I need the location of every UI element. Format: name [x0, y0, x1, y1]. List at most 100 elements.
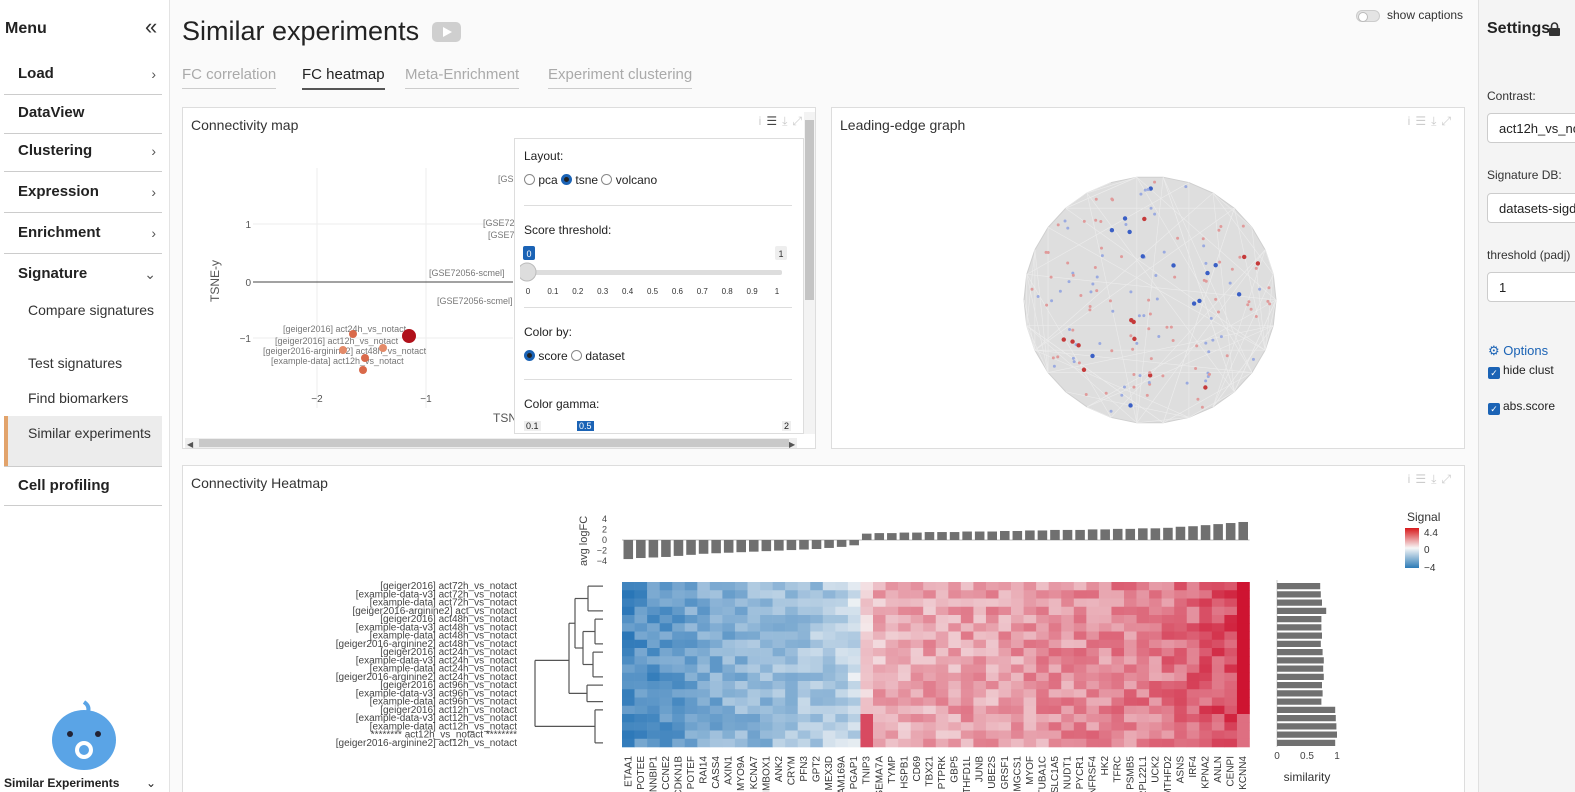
heatmap-cell — [634, 639, 648, 649]
logfc-bar — [1075, 529, 1085, 540]
heatmap-cell — [822, 615, 836, 624]
heatmap-cell — [960, 606, 974, 616]
network-node — [1236, 292, 1242, 297]
sidebar-item-expression[interactable]: Expression › — [4, 173, 162, 213]
lock-icon[interactable] — [1549, 22, 1560, 36]
heatmap-cell — [835, 631, 849, 641]
radio-volcano[interactable] — [601, 174, 613, 185]
menu-icon[interactable]: ☰ — [766, 114, 783, 128]
heatmap-cell — [860, 639, 874, 649]
heatmap-cell — [1048, 697, 1062, 707]
expand-icon[interactable]: ⤢ — [1441, 472, 1456, 486]
tab-experiment-clustering[interactable]: Experiment clustering — [548, 66, 693, 89]
heatmap-cell — [772, 664, 786, 674]
slider-tick: 1 — [775, 287, 780, 296]
similarity-bar — [1277, 673, 1324, 680]
heatmap-cell — [1098, 606, 1112, 616]
heatmap-cell — [885, 598, 899, 608]
chevron-right-icon: › — [151, 184, 156, 200]
heatmap-cell — [1136, 623, 1150, 632]
network-node — [1063, 219, 1067, 223]
network-node — [1124, 223, 1128, 227]
sigdb-select[interactable]: datasets-sigdb.h5 — [1487, 193, 1575, 223]
sidebar-subitem-compare-signatures[interactable]: Compare signatures — [28, 302, 155, 318]
info-icon[interactable]: i — [758, 114, 767, 128]
network-node — [1142, 314, 1146, 318]
heatmap-cell — [810, 623, 824, 632]
collapse-menu-icon[interactable]: « — [145, 14, 158, 39]
options-scrollbar[interactable] — [804, 112, 815, 434]
sidebar-subitem-similar-experiments[interactable]: Similar experiments — [4, 416, 162, 466]
sidebar-subitem-find-biomarkers[interactable]: Find biomarkers — [28, 390, 129, 406]
heatmap-cell — [797, 664, 811, 674]
tab-fc-heatmap[interactable]: FC heatmap — [302, 66, 385, 90]
tab-fc-correlation[interactable]: FC correlation — [182, 66, 277, 89]
sidebar-subitem-test-signatures[interactable]: Test signatures — [28, 355, 123, 371]
expand-icon[interactable]: ⤢ — [792, 114, 807, 128]
radio-dataset[interactable] — [571, 350, 583, 361]
options-toggle[interactable]: ⚙ Options — [1488, 343, 1548, 359]
radio-tsne[interactable] — [561, 174, 573, 185]
heatmap-cell — [772, 722, 786, 731]
info-icon[interactable]: i — [1407, 114, 1416, 128]
heatmap-cell — [647, 606, 660, 616]
radio-score[interactable] — [524, 350, 535, 361]
checkbox-label: hide clust — [1503, 363, 1554, 377]
heatmap-cell — [948, 639, 962, 649]
heatmap-cell — [1211, 631, 1225, 641]
column-label: UBE2S — [987, 756, 998, 789]
download-icon[interactable]: ⤓ — [1431, 114, 1442, 128]
heatmap-cell — [985, 582, 999, 591]
abs-score-checkbox[interactable]: ✓ abs.score — [1488, 399, 1555, 415]
heatmap-cell — [747, 639, 761, 649]
hide-cluster-checkbox[interactable]: ✓ hide clust — [1488, 363, 1554, 379]
heatmap-cell — [822, 623, 836, 632]
heatmap-cell — [634, 689, 648, 698]
sidebar-item-clustering[interactable]: Clustering › — [4, 132, 162, 172]
heatmap-cell — [1061, 623, 1075, 632]
sidebar-item-enrichment[interactable]: Enrichment › — [4, 214, 162, 254]
heatmap-cell — [659, 606, 673, 616]
expand-icon[interactable]: ⤢ — [1441, 114, 1456, 128]
point-label: [GSE72056-scmel] — [429, 268, 505, 278]
radio-pca[interactable] — [524, 174, 535, 185]
threshold-input[interactable]: 1 — [1487, 272, 1575, 302]
logfc-bar — [799, 540, 809, 550]
show-captions-toggle[interactable] — [1356, 10, 1380, 22]
download-icon[interactable]: ⤓ — [782, 114, 793, 128]
layout-label: Layout: — [524, 149, 564, 163]
heatmap-cell — [1086, 664, 1100, 674]
scatter-point — [349, 330, 357, 338]
play-video-button[interactable] — [432, 22, 461, 42]
info-icon[interactable]: i — [1407, 472, 1416, 486]
network-node — [1088, 304, 1092, 308]
heatmap-cell — [709, 697, 723, 707]
sidebar-item-cell-profiling[interactable]: Cell profiling — [4, 466, 162, 506]
tab-meta-enrichment[interactable]: Meta-Enrichment — [405, 66, 520, 89]
heatmap-cell — [1061, 705, 1075, 715]
heatmap-cell — [1211, 664, 1225, 674]
heatmap-cell — [847, 738, 861, 748]
network-node — [1196, 397, 1200, 401]
heatmap-cell — [1036, 639, 1049, 649]
sidebar-item-dataview[interactable]: DataView — [4, 94, 162, 134]
heatmap-cell — [1136, 656, 1150, 665]
threshold-slider[interactable]: 0 1 0 0.1 0.2 0.3 0.4 0.5 0.6 0.7 0.8 0.9 1 — [520, 243, 800, 299]
heatmap-cell — [1236, 648, 1250, 657]
heatmap-cell — [659, 689, 673, 698]
footer-selector[interactable]: Similar Experiments ⌄ — [4, 776, 162, 790]
sidebar-item-load[interactable]: Load › — [4, 55, 162, 95]
heatmap-cell — [697, 639, 711, 649]
column-label: CENPI — [1226, 756, 1237, 787]
menu-icon[interactable]: ☰ — [1415, 472, 1432, 486]
heatmap-cell — [948, 648, 962, 657]
download-icon[interactable]: ⤓ — [1431, 472, 1442, 486]
contrast-select[interactable]: act12h_vs_notact — [1487, 113, 1575, 143]
heatmap-cell — [847, 598, 861, 608]
gamma-slider[interactable]: 0.1 0.5 2 — [524, 421, 794, 433]
menu-icon[interactable]: ☰ — [1415, 114, 1432, 128]
sidebar-item-signature[interactable]: Signature ⌄ — [4, 255, 162, 295]
row-label: [example-data-v3] act24h_vs_notact — [356, 655, 517, 666]
heatmap-cell — [810, 639, 824, 649]
heatmap-cell — [684, 722, 698, 731]
